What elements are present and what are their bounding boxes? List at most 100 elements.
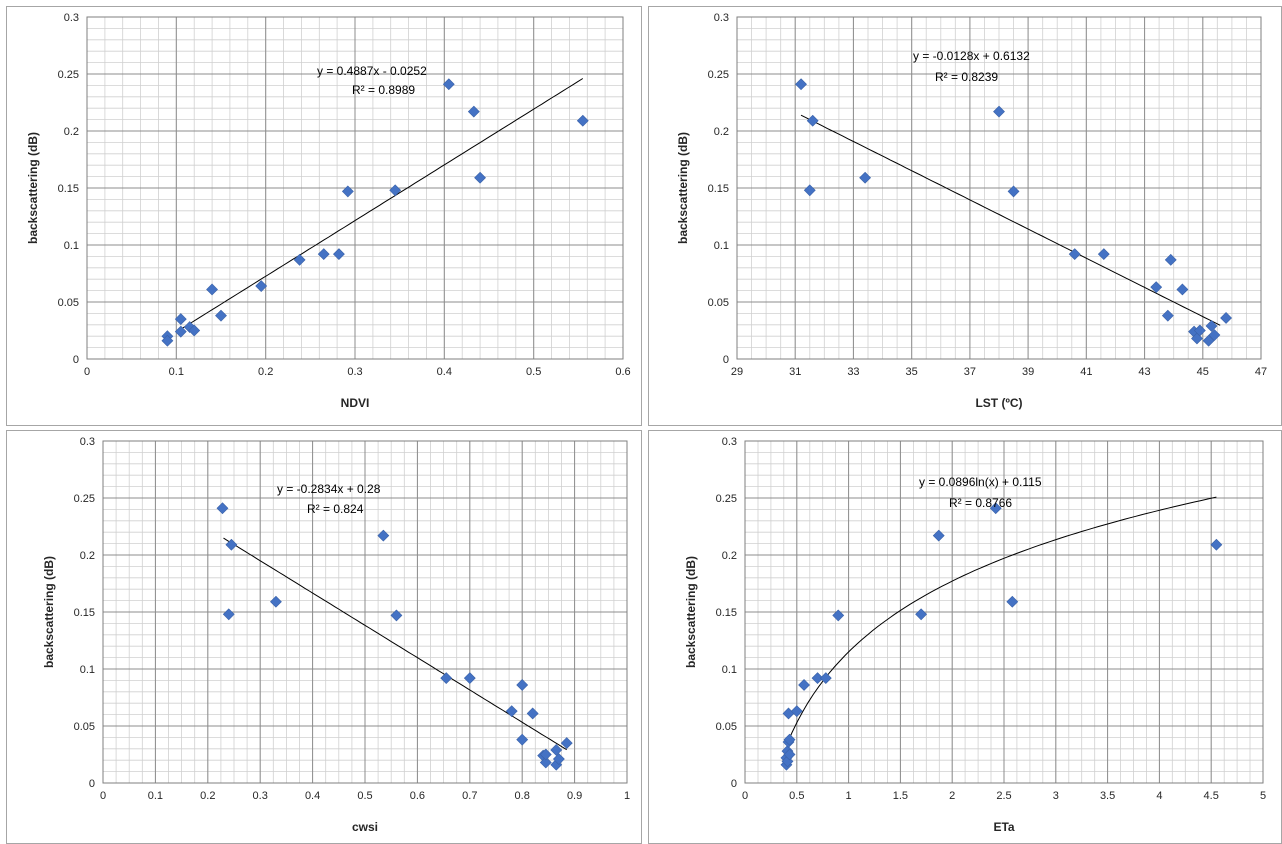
x-tick-label: 4.5 xyxy=(1204,790,1219,802)
y-tick-label: 0 xyxy=(723,354,729,366)
x-tick-label: 0.2 xyxy=(258,366,273,378)
x-tick-label: 0.9 xyxy=(567,790,582,802)
chart-eta: 0 0.5 1 1.5 2 2.5 3 3.5 4 4.5 5 0 0.05 0.1 0.15 0.2 0.25… xyxy=(684,436,1266,834)
data-point xyxy=(442,78,455,91)
x-tick-label: 39 xyxy=(1022,366,1034,378)
data-point xyxy=(467,105,480,118)
x-tick-label: 0.3 xyxy=(347,366,362,378)
y-tick-label: 0.3 xyxy=(722,436,737,448)
x-tick-label: 0.4 xyxy=(305,790,320,802)
data-point xyxy=(390,609,403,622)
y-tick-label: 0.25 xyxy=(74,493,95,505)
y-tick-label: 0.1 xyxy=(64,240,79,252)
data-point xyxy=(222,608,235,621)
trendline xyxy=(176,78,584,333)
y-tick-label: 0.15 xyxy=(58,183,79,195)
y-tick-label: 0.15 xyxy=(708,183,729,195)
data-point xyxy=(1220,312,1232,324)
y-tick-label: 0.05 xyxy=(74,721,95,733)
data-point xyxy=(1150,281,1163,294)
data-point xyxy=(293,253,306,266)
chart-panel-eta: 0 0.5 1 1.5 2 2.5 3 3.5 4 4.5 5 0 0.05 0.1 0.15 0.2 0.25… xyxy=(648,430,1282,844)
x-tick-label: 5 xyxy=(1260,790,1266,802)
x-tick-label: 45 xyxy=(1197,366,1209,378)
chart-ndvi: 0 0.1 0.2 0.3 0.4 0.5 0.6 0 0.05 0.1 0.15 0.2 0.25 0.… xyxy=(26,12,631,410)
data-point xyxy=(389,184,402,197)
data-point xyxy=(1164,253,1177,266)
trend-equation: y = -0.0128x + 0.6132 xyxy=(913,49,1030,63)
y-tick-label: 0.2 xyxy=(714,126,729,138)
data-point xyxy=(1202,334,1215,347)
data-point xyxy=(341,185,354,198)
data-point xyxy=(539,756,552,769)
data-point xyxy=(989,502,1002,515)
data-point xyxy=(1006,595,1019,608)
data-point xyxy=(790,705,803,718)
x-tick-label: 2 xyxy=(949,790,955,802)
data-point xyxy=(516,733,529,746)
data-point xyxy=(1205,320,1218,332)
chart-panel-ndvi: 0 0.1 0.2 0.3 0.4 0.5 0.6 0 0.05 0.1 0.15 0.2 0.25 0.… xyxy=(6,6,642,426)
data-point xyxy=(798,679,810,691)
x-tick-label: 47 xyxy=(1255,366,1267,378)
data-point xyxy=(255,280,268,292)
x-tick-label: 0.5 xyxy=(526,366,541,378)
data-point xyxy=(782,707,795,720)
y-tick-label: 0 xyxy=(89,778,95,790)
y-tick-label: 0.1 xyxy=(722,664,737,676)
y-tick-label: 0.05 xyxy=(58,297,79,309)
data-point xyxy=(552,753,565,765)
y-tick-label: 0.15 xyxy=(74,607,95,619)
data-point xyxy=(1210,538,1223,551)
y-tick-label: 0.2 xyxy=(64,126,79,138)
chart-cwsi: 0 0.1 0.2 0.3 0.4 0.5 0.6 0.7 0.8 0.9 1 0 0.05 0.1 0.1… xyxy=(42,436,630,834)
y-tick-label: 0.25 xyxy=(708,69,729,81)
data-point xyxy=(332,248,345,261)
x-tick-label: 0.2 xyxy=(200,790,215,802)
plot-area-border xyxy=(102,440,628,784)
trend-equation: y = 0.4887x - 0.0252 xyxy=(317,64,427,78)
data-point xyxy=(806,114,819,127)
x-tick-label: 3 xyxy=(1053,790,1059,802)
chart-panel-lst: 29 31 33 35 37 39 41 43 45 47 0 0.05 0.1 0.15 0.2 0.25 0… xyxy=(648,6,1282,426)
x-tick-label: 35 xyxy=(906,366,918,378)
chart-panel-cwsi: 0 0.1 0.2 0.3 0.4 0.5 0.6 0.7 0.8 0.9 1 0 0.05 0.1 0.1… xyxy=(6,430,642,844)
data-point xyxy=(215,309,227,322)
plot-area-border xyxy=(744,440,1264,784)
data-point xyxy=(1193,324,1206,337)
data-point xyxy=(932,529,945,542)
y-axis-title: backscattering (dB) xyxy=(42,556,56,668)
data-point xyxy=(993,105,1005,118)
x-axis-title: LST (ºC) xyxy=(975,396,1022,410)
x-tick-label: 0.3 xyxy=(253,790,268,802)
data-point xyxy=(526,707,539,720)
trendline xyxy=(785,496,1217,746)
y-tick-label: 0.25 xyxy=(716,493,737,505)
y-axis-title: backscattering (dB) xyxy=(684,556,698,668)
y-tick-label: 0 xyxy=(731,778,737,790)
x-tick-label: 0.5 xyxy=(789,790,804,802)
x-tick-label: 0 xyxy=(742,790,748,802)
data-point xyxy=(174,325,187,338)
x-tick-label: 41 xyxy=(1080,366,1092,378)
data-point xyxy=(783,733,796,746)
x-tick-label: 31 xyxy=(789,366,801,378)
data-point xyxy=(550,744,563,756)
r-squared-label: R² = 0.8989 xyxy=(352,83,415,97)
y-tick-label: 0.3 xyxy=(714,12,729,24)
x-axis-title: cwsi xyxy=(352,820,378,834)
plot-area-border xyxy=(736,16,1262,360)
x-tick-label: 43 xyxy=(1138,366,1150,378)
x-tick-label: 0 xyxy=(84,366,90,378)
r-squared-label: R² = 0.824 xyxy=(307,502,364,516)
y-tick-label: 0.1 xyxy=(80,664,95,676)
y-tick-label: 0.15 xyxy=(716,607,737,619)
data-point xyxy=(859,171,872,184)
trendline xyxy=(800,114,1221,326)
x-tick-label: 0.5 xyxy=(357,790,372,802)
data-point xyxy=(783,748,796,761)
x-tick-label: 0.8 xyxy=(515,790,530,802)
data-point xyxy=(795,78,807,91)
data-point xyxy=(269,595,282,608)
data-point xyxy=(803,184,816,197)
